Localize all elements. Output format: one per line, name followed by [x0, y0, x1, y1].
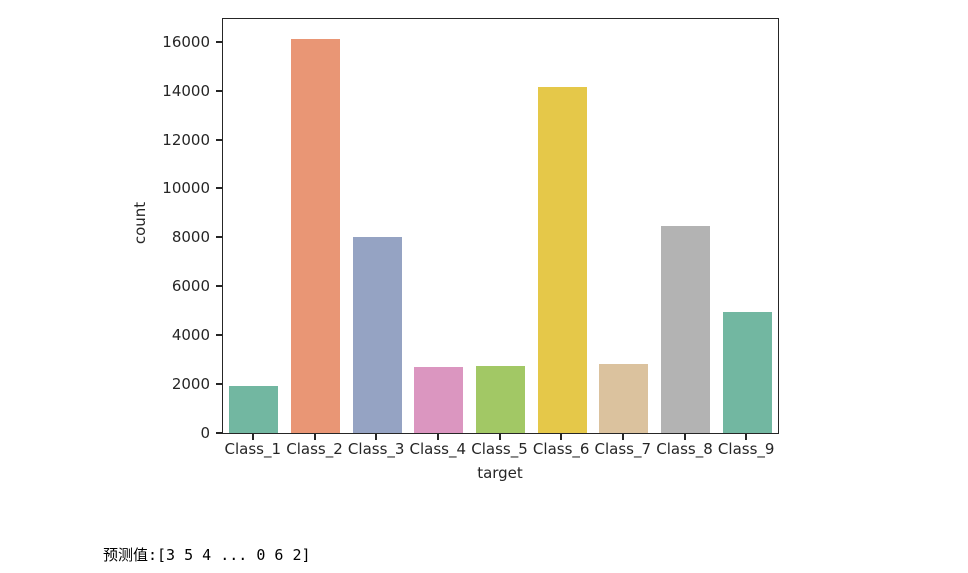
y-tick-label: 2000: [171, 375, 210, 394]
y-tick-label: 14000: [162, 81, 210, 100]
x-tick-label: Class_5: [471, 440, 528, 458]
x-axis-tick: [621, 434, 624, 440]
y-axis-tick: [216, 138, 222, 141]
x-axis-tick: [436, 434, 439, 440]
x-axis-tick: [498, 434, 501, 440]
x-axis-tick: [313, 434, 316, 440]
bar-class_6: [537, 87, 587, 433]
bar-class_5: [475, 366, 526, 433]
y-axis-tick: [216, 334, 222, 337]
y-tick-label: 12000: [162, 130, 210, 149]
x-tick-label: Class_7: [594, 440, 652, 458]
x-tick-label: Class_9: [717, 440, 775, 458]
y-tick-label: 4000: [171, 326, 210, 345]
prediction-values-line: 预测值:[3 5 4 ... 0 6 2]: [103, 546, 311, 564]
x-axis-tick: [560, 434, 563, 440]
x-axis-tick: [251, 434, 254, 440]
x-axis-tick: [745, 434, 748, 440]
plot-area: [222, 18, 779, 434]
y-tick-label: 0: [200, 424, 210, 442]
x-axis-tick: [683, 434, 686, 440]
bar-class_2: [290, 38, 341, 433]
bar-class_3: [352, 237, 402, 433]
y-axis-tick: [216, 40, 222, 43]
x-tick-label: Class_3: [347, 440, 405, 458]
y-axis-tick: [216, 383, 222, 386]
x-tick-label: Class_4: [409, 440, 467, 458]
bar-class_7: [599, 363, 649, 433]
x-tick-label: Class_2: [286, 440, 343, 458]
y-tick-label: 16000: [162, 32, 210, 51]
y-axis-tick: [216, 89, 222, 92]
y-axis-tick: [216, 285, 222, 288]
bar-class_9: [722, 311, 772, 433]
y-axis-tick: [216, 236, 222, 239]
console-output: 预测值:[3 5 4 ... 0 6 2] 评分： 0.786063921681…: [103, 500, 356, 573]
y-tick-label: 6000: [171, 277, 210, 296]
x-tick-label: Class_6: [532, 440, 590, 458]
x-tick-label: Class_8: [656, 440, 713, 458]
y-axis-tick: [216, 187, 222, 190]
y-axis-tick: [216, 432, 222, 434]
x-axis-tick: [375, 434, 378, 440]
y-tick-label: 8000: [171, 228, 210, 247]
bar-class_1: [229, 385, 279, 433]
x-tick-label: Class_1: [224, 440, 282, 458]
x-axis-label: target: [477, 464, 523, 482]
bar-class_8: [660, 226, 711, 433]
bar-class_4: [414, 367, 464, 433]
y-tick-label: 10000: [162, 179, 210, 198]
